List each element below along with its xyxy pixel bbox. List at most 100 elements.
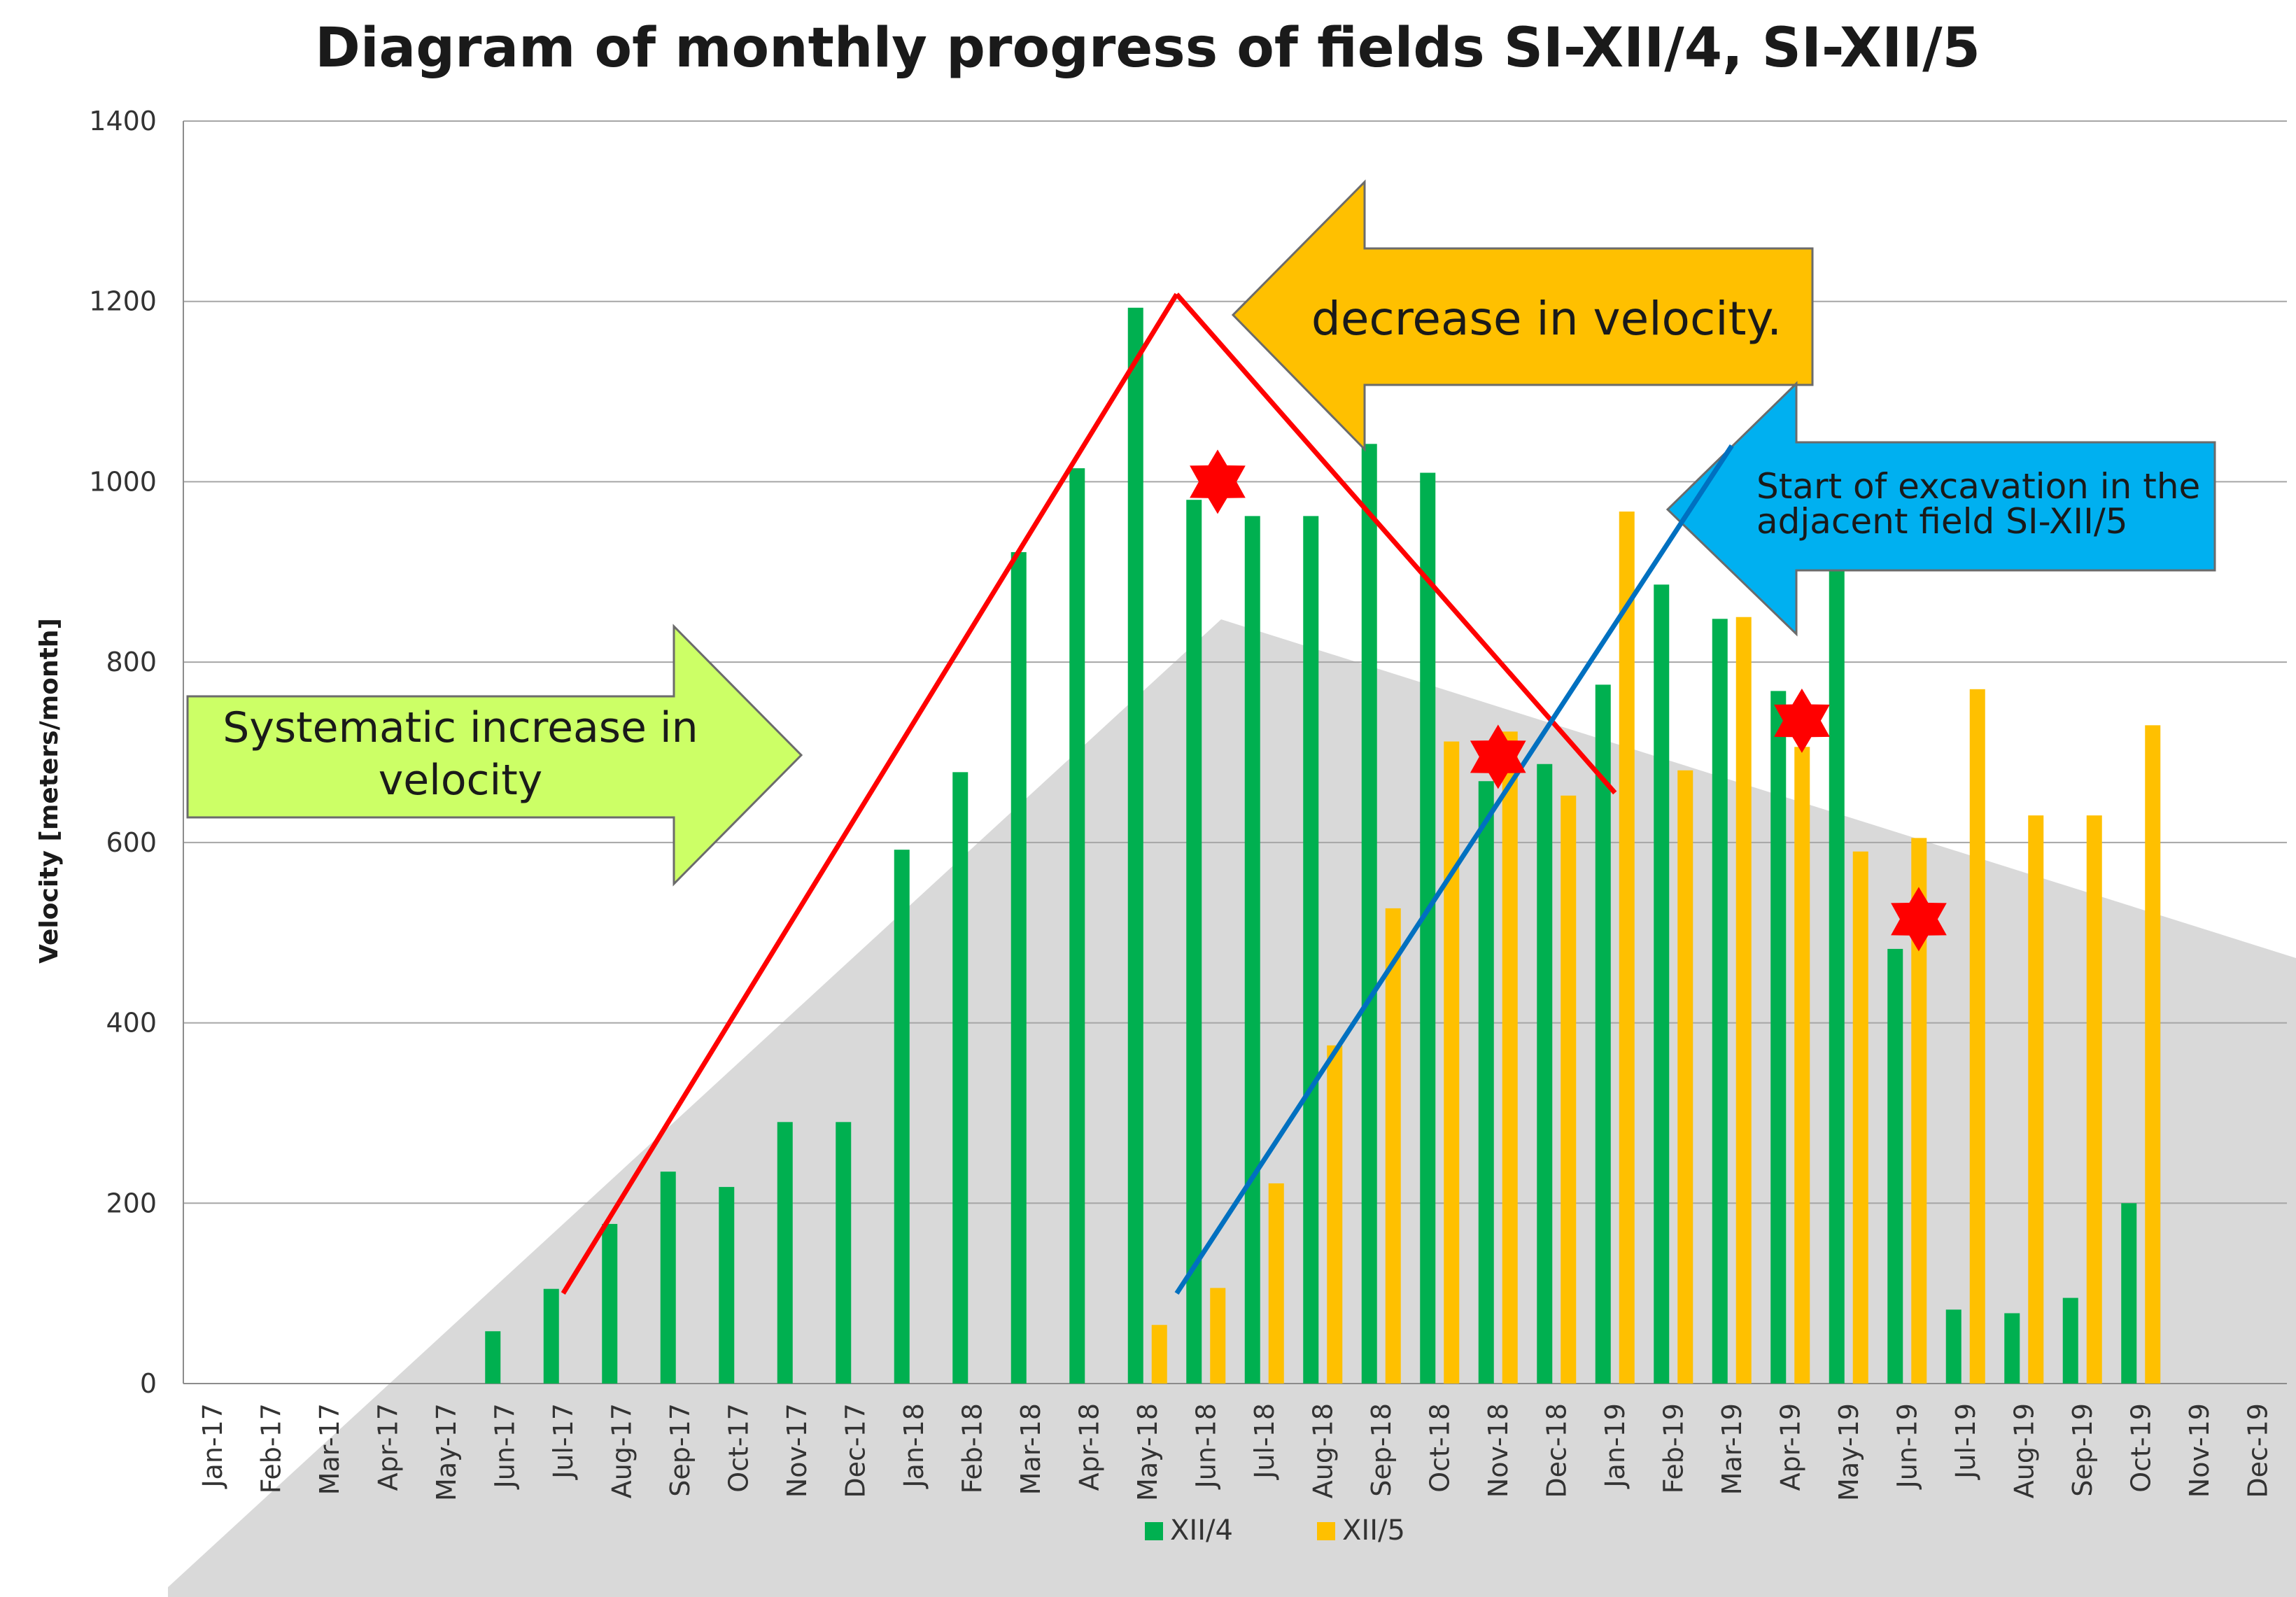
x-tick-label: Dec-19	[2242, 1403, 2273, 1498]
x-tick-labels: Jan-17 Feb-17 Mar-17 Apr-17 May-17 Jun-17 Jul-…	[197, 1403, 2274, 1501]
legend: XII/4 XII/5	[1145, 1514, 1405, 1547]
bar-xii-5	[2145, 725, 2161, 1384]
x-tick-label: Sep-19	[2067, 1403, 2098, 1497]
x-tick-label: Jul-18	[1249, 1403, 1280, 1480]
x-tick-label: Mar-17	[314, 1403, 345, 1495]
bar-xii-4	[894, 850, 910, 1384]
bar-xii-4	[2004, 1313, 2020, 1384]
legend-swatch-xii4	[1145, 1522, 1163, 1540]
bar-xii-4	[1945, 1309, 1962, 1384]
bar-xii-4	[1829, 567, 1845, 1384]
bar-xii-4	[1244, 516, 1260, 1384]
x-tick-label: Aug-18	[1307, 1403, 1338, 1498]
x-tick-label: Oct-17	[723, 1403, 754, 1493]
increase-label-line1: Systematic increase in	[223, 703, 698, 752]
bar-xii-5	[1268, 1183, 1284, 1384]
y-tick-label: 1000	[89, 466, 157, 497]
bar-xii-4	[543, 1288, 559, 1384]
x-tick-label: Aug-19	[2008, 1403, 2039, 1498]
increase-arrow-shape	[186, 624, 803, 887]
background-triangle	[168, 619, 2296, 1597]
bar-xii-5	[1327, 1045, 1343, 1384]
y-tick-label: 800	[106, 647, 157, 677]
bar-xii-4	[1654, 584, 1670, 1384]
bar-xii-5	[1210, 1288, 1226, 1384]
legend-label-xii5: XII/5	[1342, 1514, 1405, 1547]
trend-line-decrease	[1174, 293, 1617, 795]
bars	[485, 307, 2161, 1384]
x-tick-label: Sep-17	[665, 1403, 696, 1497]
x-tick-label: Jan-18	[899, 1403, 929, 1489]
bar-xii-4	[777, 1122, 793, 1384]
y-tick-label: 200	[106, 1188, 157, 1218]
bar-xii-4	[1478, 781, 1494, 1384]
y-tick-label: 1400	[89, 106, 157, 136]
star-marker	[1470, 724, 1526, 789]
x-tick-label: Jan-19	[1600, 1403, 1631, 1489]
x-tick-label: Nov-19	[2184, 1403, 2215, 1498]
legend-swatch-xii5	[1317, 1522, 1335, 1540]
bar-xii-4	[1010, 551, 1027, 1384]
x-tick-label: May-17	[431, 1403, 462, 1501]
bar-xii-5	[1735, 617, 1752, 1384]
decrease-arrow-shape	[1231, 179, 1814, 452]
x-tick-label: Mar-19	[1717, 1403, 1747, 1495]
x-tick-label: Sep-18	[1366, 1403, 1397, 1497]
x-tick-label: May-18	[1132, 1403, 1163, 1501]
excavation-label-line2: adjacent field SI-XII/5	[1756, 501, 2128, 542]
bar-xii-4	[2062, 1297, 2078, 1384]
bar-xii-5	[1385, 908, 1401, 1384]
x-tick-label: Jan-17	[197, 1403, 228, 1489]
x-tick-label: Dec-17	[840, 1403, 871, 1498]
x-tick-label: Apr-19	[1775, 1403, 1805, 1491]
y-tick-label: 400	[106, 1008, 157, 1039]
bar-xii-4	[2121, 1203, 2137, 1384]
x-tick-label: Jul-17	[548, 1403, 579, 1480]
x-tick-label: Nov-18	[1483, 1403, 1514, 1498]
star-marker	[1774, 688, 1830, 753]
decrease-label: decrease in velocity.	[1311, 292, 1782, 346]
bar-xii-5	[1794, 747, 1810, 1384]
bar-xii-4	[1186, 500, 1202, 1384]
x-tick-label: Oct-19	[2125, 1403, 2156, 1493]
y-tick-label: 600	[106, 827, 157, 858]
bar-xii-4	[1595, 684, 1611, 1384]
bar-xii-4	[1770, 691, 1787, 1384]
bar-xii-5	[2028, 815, 2044, 1384]
increase-arrow: Systematic increase in velocity	[186, 624, 803, 887]
bar-xii-5	[1561, 795, 1577, 1384]
increase-label-line2: velocity	[379, 756, 543, 805]
trend-lines	[561, 293, 1734, 1295]
bar-xii-4	[485, 1331, 501, 1384]
bar-xii-4	[719, 1187, 735, 1384]
bar-xii-5	[1911, 838, 1927, 1384]
bar-xii-4	[1537, 764, 1553, 1384]
x-tick-label: Jul-19	[1950, 1403, 1981, 1480]
bar-xii-4	[1887, 948, 1903, 1384]
x-tick-label: Nov-17	[782, 1403, 812, 1498]
x-tick-label: Aug-17	[606, 1403, 637, 1498]
x-tick-label: Jun-19	[1892, 1403, 1922, 1489]
bar-xii-4	[836, 1122, 852, 1384]
star-marker	[1190, 449, 1246, 514]
decrease-arrow: decrease in velocity.	[1231, 179, 1814, 452]
y-tick-label: 0	[140, 1368, 157, 1399]
bar-xii-4	[1361, 444, 1377, 1384]
bar-xii-5	[1502, 731, 1518, 1384]
bar-xii-5	[1619, 511, 1635, 1384]
chart-title: Diagram of monthly progress of fields SI…	[315, 17, 1980, 80]
bar-xii-5	[1151, 1325, 1167, 1384]
excavation-label-line1: Start of excavation in the	[1756, 466, 2200, 507]
bar-xii-4	[602, 1223, 618, 1384]
bar-xii-4	[1303, 516, 1319, 1384]
x-tick-label: Apr-18	[1073, 1403, 1104, 1491]
y-tick-labels: 0 200 400 600 800 1000 1200 1400	[89, 106, 157, 1399]
bar-xii-5	[1969, 689, 1985, 1384]
x-tick-label: Mar-18	[1015, 1403, 1046, 1495]
star-markers	[1190, 449, 1947, 952]
x-tick-label: Jun-17	[489, 1403, 520, 1489]
bar-xii-5	[1852, 851, 1868, 1384]
x-tick-label: Jun-18	[1190, 1403, 1221, 1489]
